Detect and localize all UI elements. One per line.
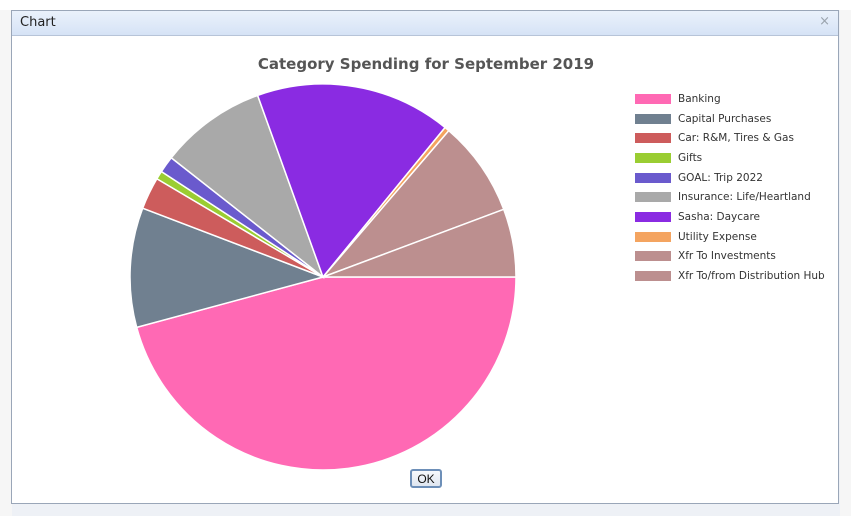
legend-label: Utility Expense [678,230,757,243]
pie-slice-0 [135,276,517,471]
legend-swatch [635,271,671,282]
legend-label: Sasha: Daycare [678,210,761,223]
background-right-column [840,10,851,516]
legend-label: Insurance: Life/Heartland [678,191,811,204]
pie-chart [129,83,517,471]
legend-label: Capital Purchases [678,112,772,125]
legend-item: Utility Expense [635,227,825,247]
legend-swatch [635,152,671,163]
legend-label: Gifts [678,151,703,164]
legend-swatch [635,172,671,183]
pie-slice-5 [170,94,325,280]
dialog-title: Chart [20,15,56,30]
legend-item: Insurance: Life/Heartland [635,187,825,207]
legend-item: Capital Purchases [635,109,825,129]
legend-item: Xfr To/from Distribution Hub [635,266,825,286]
legend-label: Xfr To/from Distribution Hub [678,270,825,283]
legend-item: Car: R&M, Tires & Gas [635,128,825,148]
legend-label: GOAL: Trip 2022 [678,171,763,184]
legend-swatch [635,231,671,242]
close-icon[interactable]: × [819,14,830,29]
chart-dialog: Chart × Category Spending for September … [11,10,839,504]
pie-slice-6 [256,83,447,279]
legend-item: Sasha: Daycare [635,207,825,227]
chart-title: Category Spending for September 2019 [257,55,595,73]
background-left-column [0,10,12,516]
legend-item: Gifts [635,148,825,168]
legend-swatch [635,93,671,104]
legend-swatch [635,113,671,124]
legend-label: Banking [678,92,721,105]
chart-legend: Banking Capital Purchases Car: R&M, Tires … [635,89,825,286]
legend-item: Xfr To Investments [635,247,825,267]
legend-swatch [635,192,671,203]
pie-slice-9 [322,208,517,278]
legend-swatch [635,251,671,262]
legend-swatch [635,133,671,144]
legend-label: Xfr To Investments [678,250,776,263]
ok-button[interactable]: OK [410,469,442,488]
legend-swatch [635,211,671,222]
pie-slice-1 [129,207,326,329]
pie-slice-8 [322,129,505,278]
legend-label: Car: R&M, Tires & Gas [678,132,794,145]
legend-item: GOAL: Trip 2022 [635,168,825,188]
background-app-header [0,0,851,10]
legend-item: Banking [635,89,825,109]
dialog-titlebar[interactable]: Chart × [12,11,838,36]
